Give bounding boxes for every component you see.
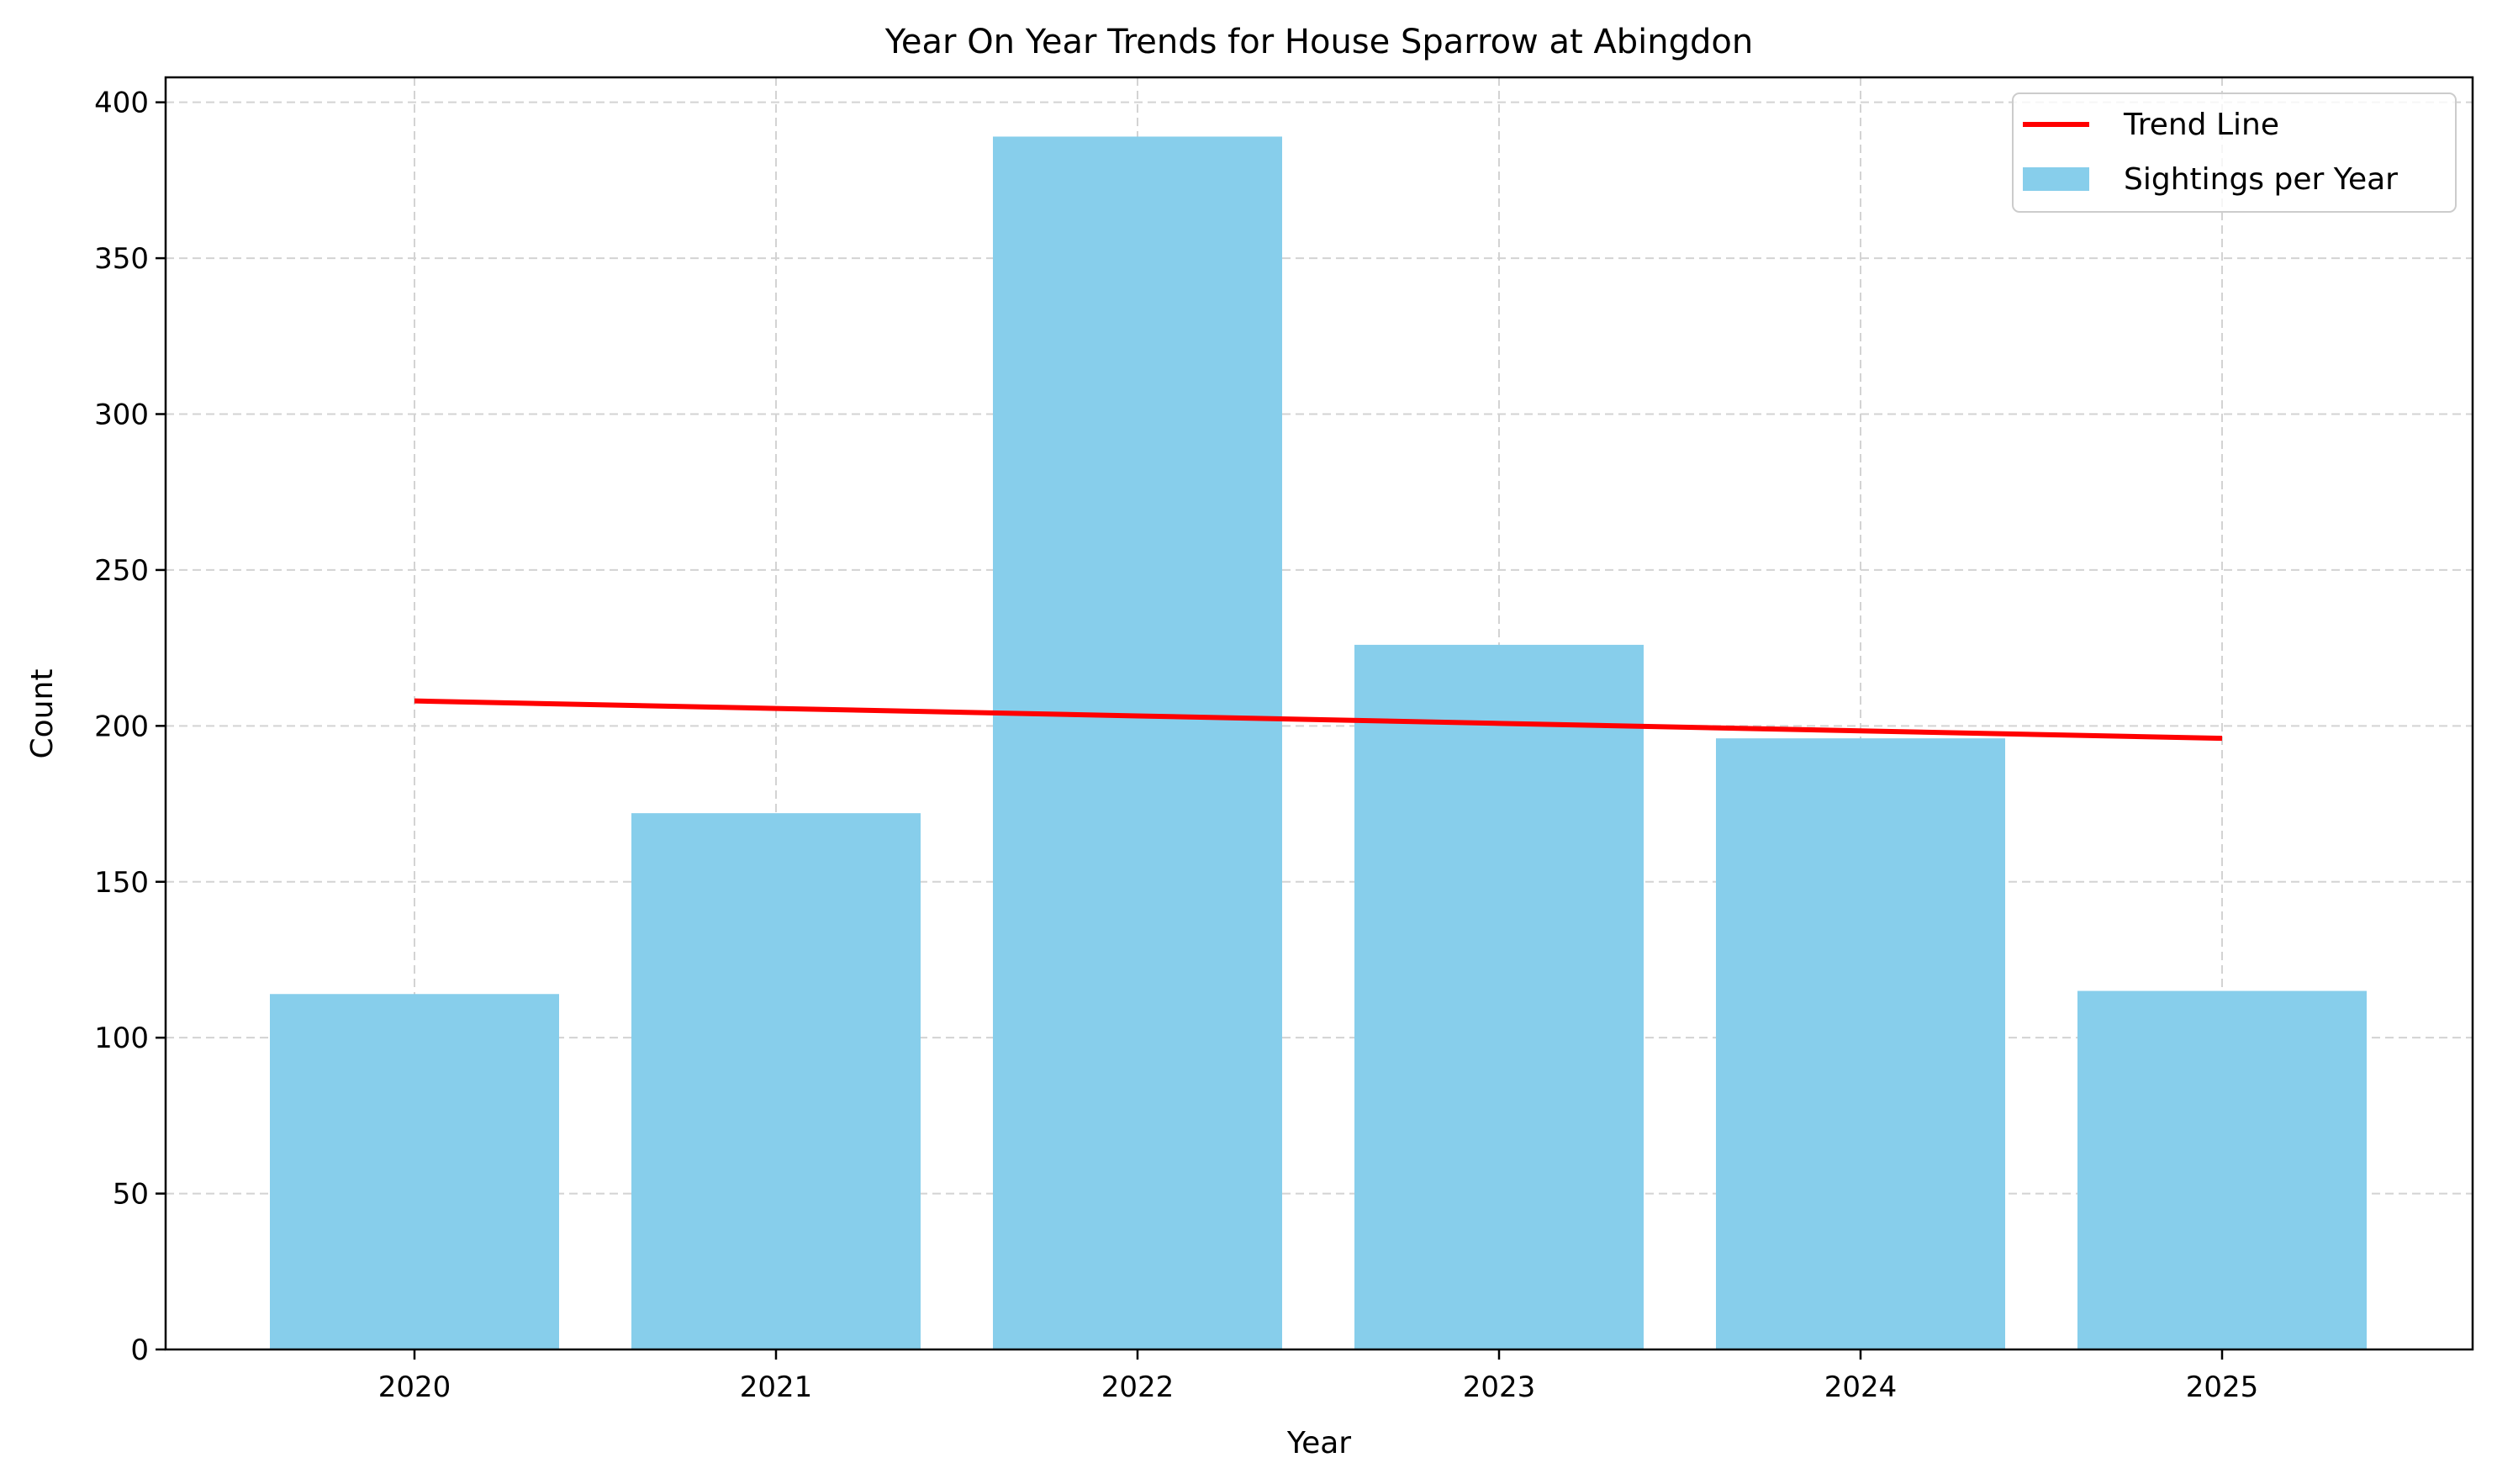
x-tick-label: 2025 (2186, 1370, 2259, 1404)
trend-line (414, 698, 2223, 742)
axis-ticks: 0 50 100 150 200 250 300 350 400 2020 2021 2022 2023… (94, 87, 2258, 1404)
legend-label: Trend Line (2123, 108, 2279, 142)
y-tick-label: 400 (94, 87, 149, 120)
y-tick-label: 300 (94, 399, 149, 432)
y-tick-label: 100 (94, 1022, 149, 1055)
y-tick-label: 50 (113, 1178, 149, 1212)
legend-bar-swatch (2023, 167, 2089, 191)
bar-2020 (270, 994, 559, 1349)
x-tick-label: 2020 (378, 1370, 451, 1404)
bar-2023 (1354, 644, 1644, 1349)
bar-2021 (631, 813, 921, 1349)
bar-2022 (993, 136, 1282, 1349)
y-tick-label: 350 (94, 242, 149, 276)
y-axis-label: Count (25, 669, 60, 759)
x-tick-label: 2021 (740, 1370, 813, 1404)
bar-2025 (2077, 990, 2367, 1349)
y-tick-label: 150 (94, 866, 149, 900)
legend-label: Sightings per Year (2124, 162, 2398, 197)
y-tick-label: 0 (130, 1333, 149, 1367)
legend: Trend Line Sightings per Year (2012, 92, 2457, 213)
x-tick-label: 2024 (1824, 1370, 1898, 1404)
trend-series (414, 698, 2223, 742)
y-tick-label: 200 (94, 710, 149, 743)
x-axis-label: Year (1286, 1426, 1351, 1460)
chart-title: Year On Year Trends for House Sparrow at… (884, 23, 1753, 61)
plot-frame (164, 76, 2474, 1351)
bars (270, 136, 2367, 1349)
bar-2024 (1716, 738, 2005, 1349)
x-tick-label: 2023 (1463, 1370, 1536, 1404)
x-tick-label: 2022 (1101, 1370, 1175, 1404)
legend-box (2012, 92, 2457, 213)
y-tick-label: 250 (94, 554, 149, 588)
